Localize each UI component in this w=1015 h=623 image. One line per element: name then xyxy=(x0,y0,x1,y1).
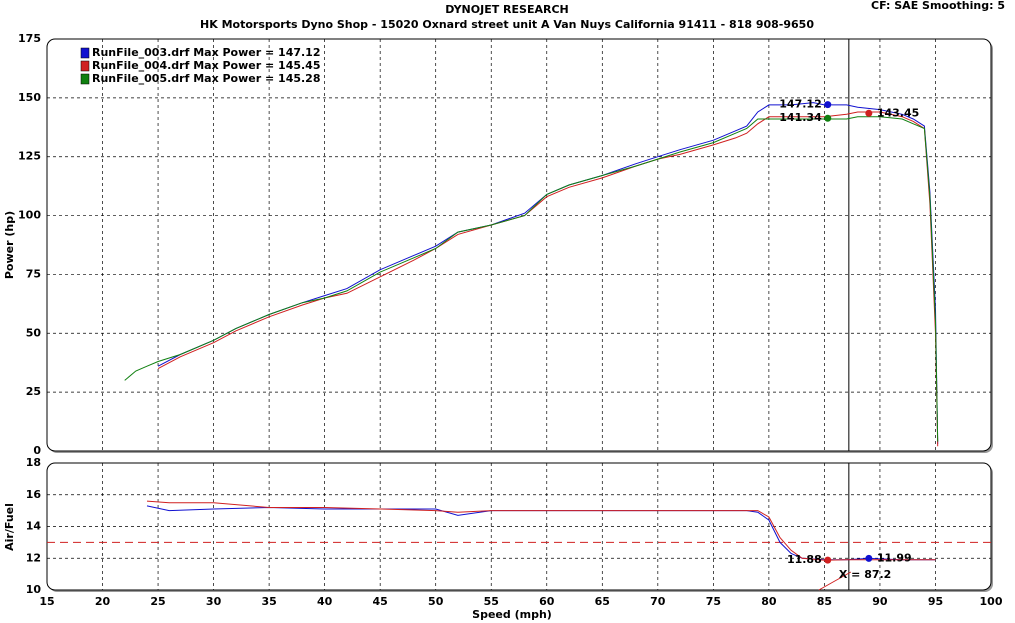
x-tick-label: 35 xyxy=(261,595,276,608)
y-tick-label: 150 xyxy=(18,91,41,104)
cursor-label: X = 87.2 xyxy=(839,568,892,581)
x-tick-label: 25 xyxy=(150,595,165,608)
peak-marker xyxy=(824,114,832,122)
y-axis-title: Air/Fuel xyxy=(3,503,16,551)
y-tick-label: 12 xyxy=(26,551,41,564)
x-tick-label: 95 xyxy=(928,595,943,608)
y-tick-label: 175 xyxy=(18,32,41,45)
peak-marker xyxy=(865,554,873,562)
x-tick-label: 55 xyxy=(484,595,499,608)
x-tick-label: 20 xyxy=(95,595,111,608)
legend-entry: RunFile_004.drf Max Power = 145.45 xyxy=(92,59,321,72)
x-tick-label: 30 xyxy=(206,595,222,608)
y-tick-label: 10 xyxy=(26,583,42,596)
peak-marker xyxy=(824,556,832,564)
x-tick-label: 45 xyxy=(373,595,388,608)
x-tick-label: 15 xyxy=(39,595,54,608)
peak-label: 141.34 xyxy=(779,111,822,124)
legend-entry: RunFile_003.drf Max Power = 147.12 xyxy=(92,46,321,59)
legend-swatch xyxy=(80,60,90,72)
peak-label: 11.88 xyxy=(787,553,822,566)
header-settings: CF: SAE Smoothing: 5 xyxy=(871,0,1005,12)
peak-marker xyxy=(824,101,832,109)
y-tick-label: 14 xyxy=(26,520,42,533)
series-line xyxy=(157,102,939,444)
y-tick-label: 75 xyxy=(26,267,41,280)
x-tick-label: 85 xyxy=(817,595,832,608)
peak-label: 11.99 xyxy=(877,551,912,564)
x-tick-label: 75 xyxy=(706,595,721,608)
y-tick-label: 125 xyxy=(18,150,41,163)
x-tick-label: 60 xyxy=(539,595,555,608)
x-tick-label: 65 xyxy=(595,595,610,608)
header-subtitle: HK Motorsports Dyno Shop - 15020 Oxnard … xyxy=(200,18,814,31)
cursor-pointer xyxy=(818,571,852,591)
x-tick-label: 70 xyxy=(650,595,666,608)
y-tick-label: 50 xyxy=(26,326,42,339)
x-axis-title: Speed (mph) xyxy=(472,608,552,621)
x-tick-label: 40 xyxy=(317,595,333,608)
legend-swatch xyxy=(80,73,90,85)
peak-label: 143.45 xyxy=(877,106,919,119)
x-tick-label: 80 xyxy=(761,595,777,608)
legend-entry: RunFile_005.drf Max Power = 145.28 xyxy=(92,72,321,85)
y-tick-label: 16 xyxy=(26,488,42,501)
y-tick-label: 0 xyxy=(33,444,41,457)
x-tick-label: 50 xyxy=(428,595,444,608)
peak-label: 147.12 xyxy=(779,98,821,111)
legend-swatch xyxy=(80,47,90,59)
y-tick-label: 25 xyxy=(26,385,41,398)
peak-marker xyxy=(865,109,873,117)
y-tick-label: 18 xyxy=(26,456,41,469)
y-axis-title: Power (hp) xyxy=(3,211,16,279)
x-tick-label: 90 xyxy=(872,595,888,608)
power-plot xyxy=(46,38,992,452)
x-tick-label: 100 xyxy=(980,595,1003,608)
header-title: DYNOJET RESEARCH xyxy=(445,3,568,16)
y-tick-label: 100 xyxy=(18,209,41,222)
